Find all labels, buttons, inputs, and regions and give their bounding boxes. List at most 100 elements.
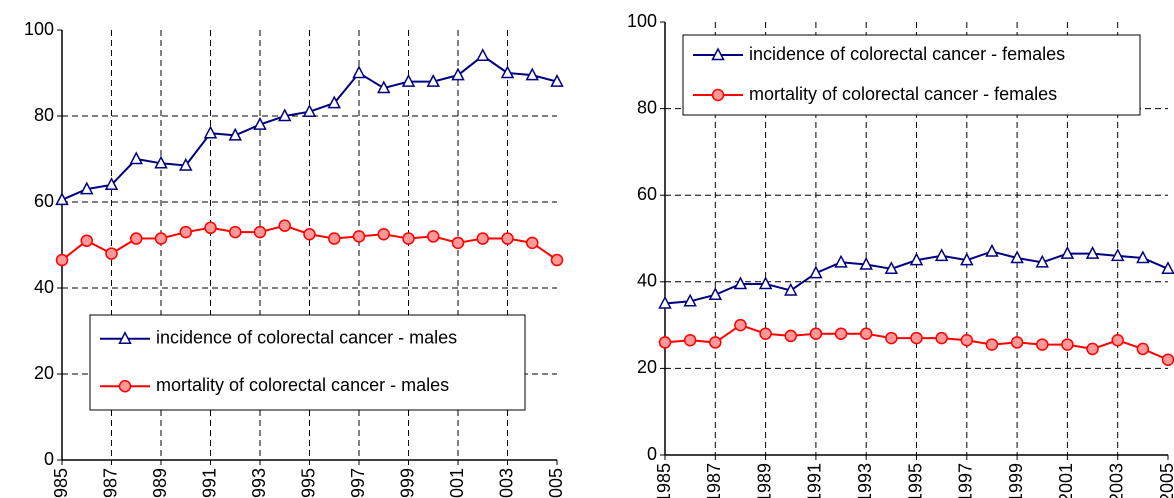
marker-triangle [55, 192, 69, 206]
y-tick-label: 100 [627, 11, 657, 31]
marker-circle [910, 331, 923, 345]
marker-circle [55, 253, 69, 267]
marker-circle [960, 334, 974, 347]
marker-circle [759, 327, 772, 341]
marker-triangle [327, 95, 341, 109]
marker-triangle [154, 155, 168, 169]
marker-circle [885, 331, 898, 345]
marker-triangle [834, 254, 848, 268]
legend-label: mortality of colorectal cancer - males [156, 375, 449, 395]
marker-triangle [104, 177, 119, 191]
x-tick-label: 1999 [1006, 463, 1026, 498]
marker-triangle [476, 48, 490, 62]
marker-triangle [179, 157, 193, 171]
marker-triangle [352, 65, 366, 79]
y-tick-label: 60 [34, 191, 54, 211]
marker-circle [278, 219, 291, 232]
marker-circle [1061, 338, 1074, 351]
legend-box [89, 314, 526, 411]
y-tick-label: 0 [647, 444, 657, 464]
marker-triangle [129, 151, 143, 165]
chart: 0 20 40 60 80 100 1985 1987 1989 1991 1993 1995 1997… [627, 11, 1174, 498]
y-tick-label: 0 [44, 449, 54, 469]
y-tick-label: 100 [24, 19, 54, 39]
x-tick-label: 1987 [704, 463, 724, 498]
marker-circle [80, 234, 93, 247]
marker-circle [402, 232, 415, 245]
y-tick-label: 60 [637, 184, 657, 204]
marker-circle [935, 331, 948, 345]
marker-circle [204, 221, 217, 235]
marker-triangle [1161, 261, 1174, 275]
legend-label: mortality of colorectal cancer - females [749, 84, 1057, 104]
marker-triangle [278, 108, 292, 122]
y-tick-label: 20 [34, 363, 54, 383]
y-tick-label: 80 [34, 105, 54, 125]
marker-triangle [253, 116, 267, 130]
marker-triangle [960, 252, 974, 266]
x-tick-label: 1997 [348, 468, 368, 498]
marker-triangle [934, 248, 949, 262]
x-tick-label: 1985 [51, 468, 71, 498]
marker-circle [451, 236, 465, 250]
marker-circle [526, 236, 539, 250]
marker-circle [328, 232, 341, 245]
marker-triangle [809, 265, 823, 279]
x-tick-label: 1991 [199, 468, 219, 498]
marker-circle [809, 327, 823, 341]
x-tick-label: 1987 [100, 468, 120, 498]
marker-triangle [733, 276, 748, 290]
marker-circle [985, 338, 999, 351]
marker-circle [1111, 334, 1124, 347]
marker-circle [859, 327, 873, 341]
marker-triangle [451, 67, 465, 81]
marker-circle [105, 247, 118, 260]
marker-circle [427, 230, 440, 243]
marker-triangle [859, 256, 873, 270]
legend-label: incidence of colorectal cancer - males [156, 328, 457, 348]
x-tick-label: 1995 [905, 463, 925, 498]
marker-circle [476, 232, 489, 245]
x-tick-label: 1989 [150, 468, 170, 498]
legend-label: incidence of colorectal cancer - females [749, 44, 1065, 64]
y-tick-label: 80 [637, 97, 657, 117]
marker-circle [658, 336, 672, 349]
marker-triangle [500, 65, 515, 79]
marker-triangle [658, 295, 672, 309]
marker-circle [352, 230, 366, 243]
marker-circle [550, 253, 564, 267]
y-tick-label: 40 [637, 271, 657, 291]
marker-triangle [1060, 246, 1075, 259]
marker-triangle [884, 261, 899, 275]
x-tick-label: 1999 [397, 468, 417, 498]
marker-circle [711, 88, 725, 102]
marker-circle [1086, 342, 1099, 356]
marker-triangle [1136, 250, 1150, 264]
x-tick-label: 1989 [754, 463, 774, 498]
marker-circle [253, 225, 267, 239]
x-tick-label: 2001 [447, 468, 467, 498]
marker-circle [1036, 338, 1049, 351]
marker-circle [377, 228, 390, 241]
x-tick-label: 1997 [956, 463, 976, 498]
chart: 0 20 40 60 80 100 1985 1987 1989 1991 1993 1995 1997… [24, 19, 566, 498]
marker-circle [1161, 353, 1174, 366]
x-tick-label: 1991 [805, 463, 825, 498]
marker-circle [130, 232, 143, 245]
marker-triangle [708, 287, 723, 301]
x-tick-label: 1993 [855, 463, 875, 498]
marker-triangle [80, 181, 94, 195]
marker-circle [303, 228, 316, 241]
marker-triangle [550, 73, 564, 87]
marker-triangle [711, 47, 725, 61]
marker-triangle [758, 276, 773, 290]
marker-circle [734, 318, 747, 332]
marker-triangle [302, 104, 317, 117]
marker-circle [501, 232, 514, 245]
x-tick-label: 2003 [1106, 463, 1126, 498]
marker-triangle [203, 125, 218, 139]
marker-triangle [1085, 246, 1100, 259]
marker-triangle [985, 243, 999, 257]
marker-triangle [1110, 248, 1125, 262]
